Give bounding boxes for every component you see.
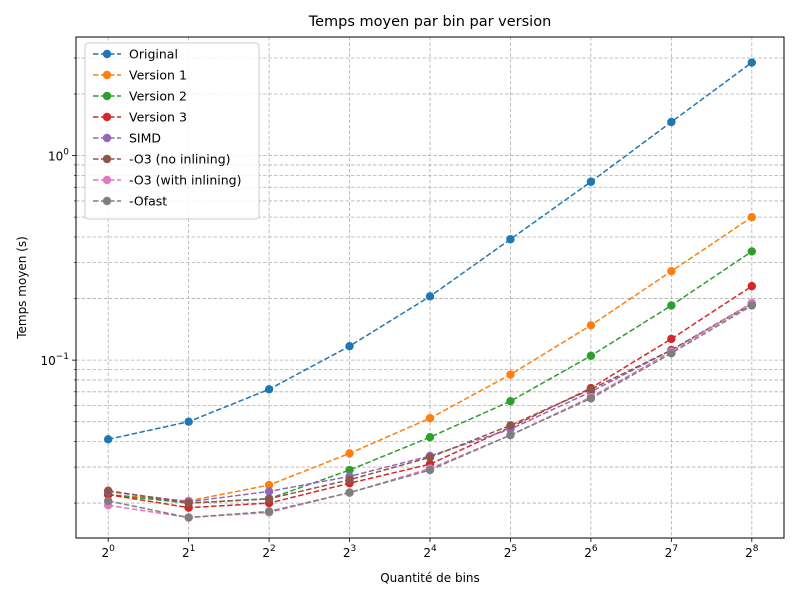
data-point [345,475,354,484]
data-point [747,212,757,222]
y-axis-label: Temps moyen (s) [15,236,29,340]
data-point [345,488,354,497]
data-point [667,117,676,127]
data-point [586,394,596,403]
data-point [425,465,435,475]
data-point [586,385,596,394]
legend-marker [102,154,112,164]
x-tick-label: 25 [504,544,517,560]
x-tick-label: 26 [584,544,598,560]
data-point [586,177,596,186]
data-point [506,396,515,406]
data-point [747,247,757,256]
x-tick-label: 22 [262,544,275,560]
data-point [345,449,354,458]
data-point [264,507,274,516]
legend-label: -Ofast [129,194,167,209]
legend-item: Version 1 [93,68,187,83]
data-point [264,480,274,490]
grid [76,37,784,538]
x-tick-label: 23 [343,544,356,560]
y-tick-label: 100 [48,148,69,164]
data-point [667,349,676,358]
data-point [425,453,435,462]
data-point [264,385,274,394]
legend-marker [102,70,112,80]
data-point [506,235,515,244]
data-point [425,292,435,301]
x-tick-label: 28 [745,544,759,560]
legend-item: Version 3 [93,110,187,125]
data-point [667,301,676,310]
legend-label: Original [129,47,178,62]
legend-box [84,42,260,220]
data-point [667,334,676,344]
data-point [586,351,596,360]
data-point [747,281,757,291]
x-tick-label: 27 [665,544,678,560]
chart-title: Temps moyen par bin par version [308,14,552,30]
data-point [345,465,354,475]
data-point [506,370,515,379]
legend-marker [102,49,112,59]
data-point [184,417,193,426]
legend-item: -O3 (with inlining) [93,173,241,188]
legend-marker [102,91,112,101]
legend-item: SIMD [93,131,161,146]
legend-label: Version 2 [129,89,187,104]
x-tick-label: 24 [423,544,437,560]
data-point [747,301,757,310]
legend-item: Original [93,47,178,62]
legend-marker [102,112,112,122]
legend: Original Version 1 Version 2 Version 3 SIMD -… [84,42,260,220]
x-tick-label: 21 [182,544,195,560]
series-layer [103,58,757,522]
x-tick-label: 20 [101,544,115,560]
series-ofast [103,301,757,522]
legend-marker [102,196,112,206]
legend-label: Version 3 [129,110,187,125]
legend-label: -O3 (with inlining) [129,173,241,188]
data-point [184,498,193,508]
data-point [747,58,757,67]
series-original [103,58,757,444]
axis-ticks: 20 21 22 23 24 25 26 27 28 10−1 100 [40,57,759,560]
legend-marker [102,175,112,185]
data-point [425,432,435,442]
legend-label: Version 1 [129,68,187,83]
y-tick-label: 10−1 [40,352,69,368]
legend-label: -O3 (no inlining) [129,152,231,167]
legend-label: SIMD [129,131,161,146]
data-point [586,321,596,330]
legend-item: -Ofast [93,194,167,209]
data-point [667,267,676,276]
series-line [108,302,753,503]
data-point [506,421,515,430]
data-point [103,435,113,444]
data-point [506,430,515,440]
data-point [264,487,274,496]
data-point [345,341,354,351]
data-point [184,513,193,522]
legend-item: -O3 (no inlining) [93,152,231,167]
data-point [425,414,435,423]
data-point [103,496,113,506]
legend-marker [102,133,112,143]
data-point [264,494,274,503]
data-point [103,486,113,495]
x-axis-label: Quantité de bins [380,571,480,585]
series-line [108,285,753,509]
legend-item: Version 2 [93,89,187,104]
